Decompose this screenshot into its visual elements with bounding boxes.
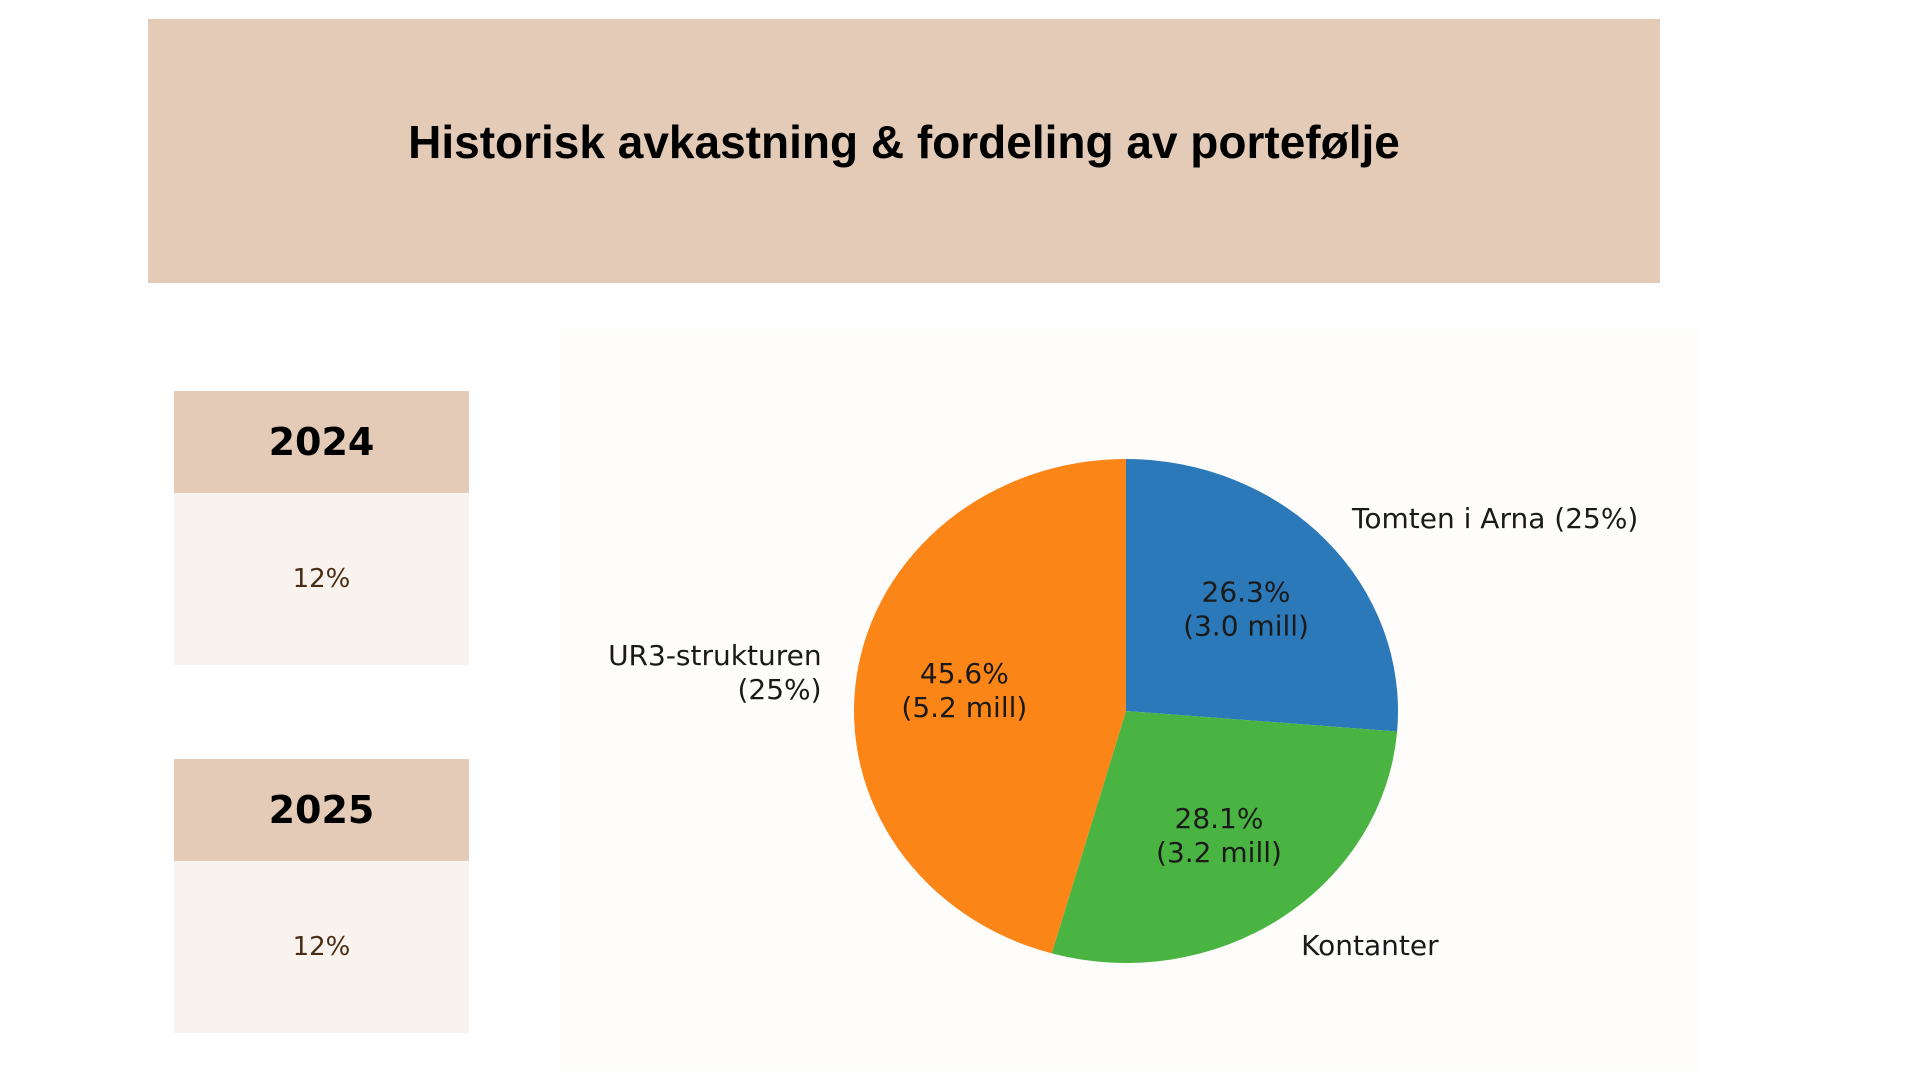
pie-value-label-2: 45.6% (5.2 mill) xyxy=(901,657,1027,724)
pie-slice-0 xyxy=(1126,459,1398,732)
return-year: 2024 xyxy=(174,391,469,493)
return-value: 12% xyxy=(174,861,469,1033)
page-title: Historisk avkastning & fordeling av port… xyxy=(408,116,1400,168)
return-value: 12% xyxy=(174,493,469,665)
pie-slice-2 xyxy=(853,459,1126,954)
title-banner: Historisk avkastning & fordeling av port… xyxy=(148,19,1660,283)
pie-category-label-2: UR3-strukturen (25%) xyxy=(608,639,822,706)
return-card-2025: 2025 12% xyxy=(174,759,469,1033)
pie-chart-svg: 26.3% (3.0 mill) Tomten i Arna (25%) 28.1%(… xyxy=(608,459,1638,963)
pie-value-label-1: 28.1% (3.2 mill) xyxy=(1156,802,1282,869)
return-card-2024: 2024 12% xyxy=(174,391,469,665)
pie-category-label-0: Tomten i Arna (25%) xyxy=(1351,502,1638,535)
return-year: 2025 xyxy=(174,759,469,861)
pie-category-label-1: Kontanter xyxy=(1301,929,1439,962)
pie-value-label-0: 26.3% (3.0 mill) xyxy=(1183,576,1309,643)
pie-slice-1 xyxy=(1051,711,1398,963)
portfolio-pie-chart: 26.3% (3.0 mill) Tomten i Arna (25%) 28.1%(… xyxy=(560,330,1700,1070)
